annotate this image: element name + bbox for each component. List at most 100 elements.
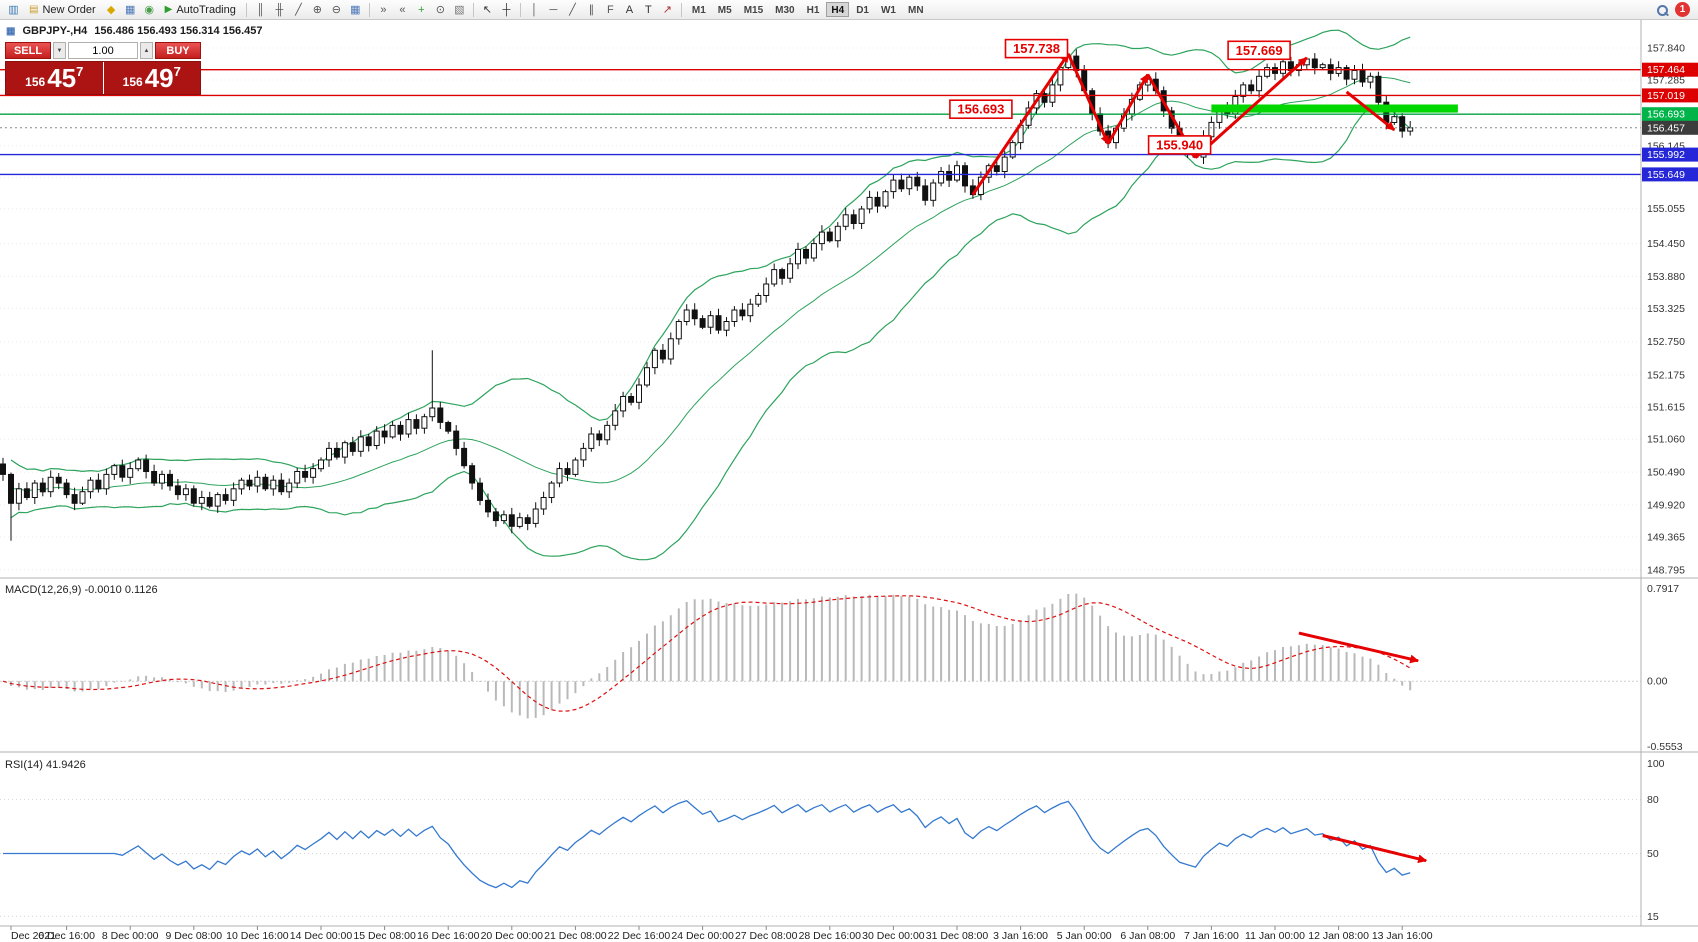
notification-badge[interactable]: 1 [1675,2,1690,17]
lot-decrease-button[interactable]: ▼ [53,42,66,59]
bid-pipette: 7 [76,64,84,79]
auto-scroll-icon[interactable]: » [380,3,387,16]
price-badge [1642,167,1698,182]
zoom-out-icon[interactable]: ⊖ [331,4,341,16]
time-axis-label: 16 Dec 16:00 [417,930,480,942]
trendline-icon[interactable]: ╱ [569,4,576,16]
price-badge [1642,147,1698,162]
ohlc-values: 156.486 156.493 156.314 156.457 [94,25,263,37]
navigator-icon[interactable]: ◉ [144,4,154,16]
time-axis-label: 27 Dec 08:00 [735,930,798,942]
text-tool-icon[interactable]: A [625,3,634,16]
chart-shift-icon[interactable]: « [399,3,406,16]
bid-prefix: 156 [25,75,46,89]
price-annotation-text: 157.738 [1013,41,1060,56]
timeframe-m15[interactable]: M15 [743,5,764,16]
candlestick-mode-icon[interactable]: ╫ [275,3,284,16]
horizontal-line-icon[interactable]: ─ [549,3,558,16]
support-zone-rectangle[interactable] [1211,104,1458,113]
bar-chart-mode-icon[interactable]: ║ [256,3,265,16]
price-axis-label: 157.285 [1647,75,1685,87]
timeframe-d1[interactable]: D1 [856,5,869,16]
templates-icon[interactable]: ▧ [454,4,465,16]
rsi-line [3,799,1411,889]
price-annotation-box[interactable] [949,99,1013,119]
toolbar-separator [245,2,247,17]
trend-arrow[interactable] [1194,56,1308,159]
price-annotation-text: 157.669 [1236,43,1283,58]
macd-arrow[interactable] [1298,631,1420,664]
price-annotation-box[interactable] [1147,135,1212,155]
time-axis-label: 11 Jan 00:00 [1245,930,1305,942]
price-axis-label: 149.365 [1647,532,1685,544]
price-axis-label: 151.615 [1647,402,1685,414]
line-chart-mode-icon[interactable]: ╱ [295,4,302,16]
lot-increase-button[interactable]: ▲ [140,42,153,59]
trend-arrow[interactable] [1106,73,1150,145]
search-icon[interactable] [1652,2,1671,18]
autotrading-button[interactable]: ▶ AutoTrading [159,2,242,18]
sell-button[interactable]: SELL [5,42,51,59]
vertical-line-icon[interactable]: │ [530,3,538,16]
trend-arrow[interactable] [1066,53,1110,145]
time-axis-label: 7 Jan 16:00 [1184,930,1239,942]
fibonacci-icon[interactable]: F [607,3,614,16]
indicators-icon[interactable]: + [418,3,425,16]
breakdown-arrow[interactable] [1345,90,1396,132]
macd-scale-bottom: -0.5553 [1647,741,1683,753]
timeframe-h1[interactable]: H1 [806,5,820,16]
channel-icon[interactable]: ∥ [588,4,595,16]
time-axis-label: 3 Jan 16:00 [993,930,1048,942]
price-axis-label: 152.175 [1647,369,1685,381]
cursor-icon[interactable]: ↖ [482,4,492,16]
time-axis-label: 12 Jan 08:00 [1308,930,1369,942]
price-annotation-box[interactable] [1004,38,1069,59]
timeframe-m5[interactable]: M5 [717,5,732,16]
price-axis-label: 153.325 [1647,303,1685,315]
buy-button[interactable]: BUY [155,42,201,59]
chart-area: 157.840 157.285 156.145 155.055 154.450 153.8… [0,20,1698,942]
time-axis-label: 14 Dec 00:00 [290,930,353,942]
timeframe-m30[interactable]: M30 [775,5,795,16]
toolbar-separator [472,2,474,17]
market-watch-icon[interactable]: ▦ [124,4,136,16]
chart-canvas[interactable]: 157.840157.285156.145155.055154.450153.8… [0,20,1698,942]
ask-price[interactable]: 156 49 7 [103,62,200,94]
timeframe-h4[interactable]: H4 [826,2,850,17]
tile-windows-icon[interactable]: ▦ [350,4,361,16]
time-axis-label: 15 Dec 08:00 [353,930,416,942]
timeframe-m1[interactable]: M1 [691,5,706,16]
zoom-in-icon[interactable]: ⊕ [312,4,322,16]
price-annotation-box[interactable] [1227,40,1291,61]
timeframe-mn[interactable]: MN [907,5,924,16]
label-tool-icon[interactable]: T [645,3,652,16]
order-controls-row: SELL ▼ ▲ BUY [5,42,201,59]
time-axis-label: 10 Dec 16:00 [226,930,289,942]
periods-icon[interactable]: ⊙ [435,4,445,16]
price-axis-label: 154.450 [1647,238,1685,250]
time-axis-label: 21 Dec 08:00 [544,930,607,942]
bid-price[interactable]: 156 45 7 [6,62,103,94]
rsi-arrow[interactable] [1322,834,1428,864]
macd-signal-line [2,595,1411,712]
price-badge-label: 156.457 [1647,122,1685,134]
new-order-icon: ▤ [29,4,39,15]
metaeditor-icon[interactable]: ◆ [106,4,116,16]
chart-window-icon[interactable]: ▥ [8,4,19,16]
bollinger-upper-band [10,29,1411,473]
price-annotation-text: 155.940 [1156,137,1203,152]
trend-arrow[interactable] [971,52,1070,196]
crosshair-icon[interactable]: ┼ [502,3,511,16]
lot-size-input[interactable] [68,42,138,59]
macd-scale-top: 0.7917 [1647,583,1679,595]
time-axis-label: 6 Dec 16:00 [38,930,95,942]
arrows-tool-icon[interactable]: ↗ [662,4,672,16]
timeframe-w1[interactable]: W1 [880,5,896,16]
rsi-scale-label: 100 [1647,758,1665,770]
bid-main-digits: 45 [47,63,77,93]
rsi-scale-label: 80 [1647,794,1659,806]
price-axis-label: 150.490 [1647,467,1685,479]
rsi-scale-label: 15 [1647,911,1659,923]
new-order-button[interactable]: ▤ New Order [23,2,102,18]
price-badge-label: 157.019 [1647,90,1685,102]
